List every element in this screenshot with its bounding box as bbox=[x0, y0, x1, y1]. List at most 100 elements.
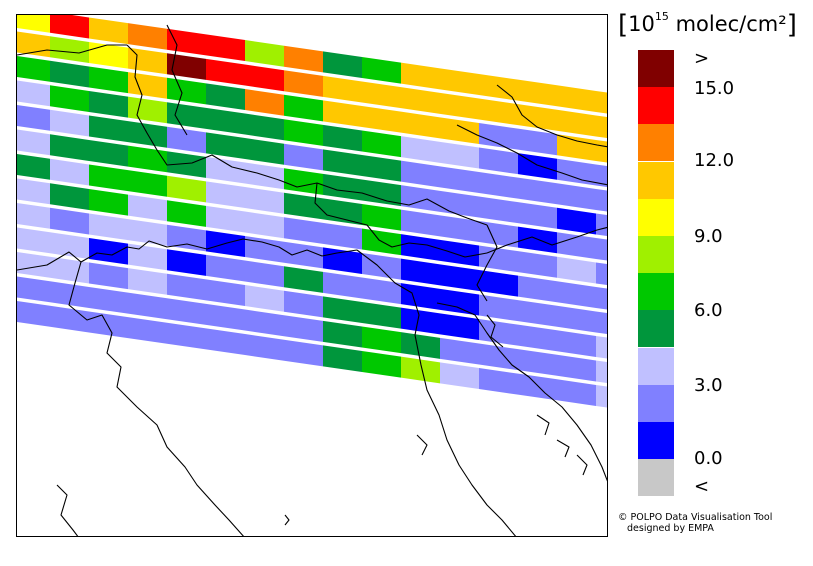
swath-pixel bbox=[206, 303, 245, 331]
swath-pixel bbox=[245, 64, 284, 92]
swath-pixel bbox=[17, 252, 50, 278]
swath-pixel bbox=[323, 222, 362, 250]
swath-pixel bbox=[206, 107, 245, 135]
swath-pixel bbox=[440, 92, 479, 120]
swath-pixel bbox=[518, 373, 557, 401]
swath-pixel bbox=[206, 34, 245, 62]
swath-pixel bbox=[50, 207, 89, 235]
swath-pixel bbox=[440, 166, 479, 193]
swath-pixel bbox=[401, 283, 440, 310]
swath-pixel bbox=[245, 211, 284, 239]
swath-pixel bbox=[440, 141, 479, 169]
swath-pixel bbox=[479, 318, 518, 346]
swath-pixel bbox=[50, 256, 89, 284]
legend-swatch bbox=[638, 236, 674, 273]
swath-pixel bbox=[596, 188, 607, 212]
swath-pixel bbox=[284, 266, 323, 293]
swath-pixel bbox=[362, 277, 401, 305]
swath-pixel bbox=[596, 164, 607, 188]
legend-swatch bbox=[638, 347, 674, 385]
swath-pixel bbox=[167, 28, 206, 56]
legend-tick-label: 6.0 bbox=[694, 300, 723, 321]
swath-pixel bbox=[323, 320, 362, 348]
swath-pixel bbox=[362, 204, 401, 231]
swath-pixel bbox=[167, 298, 206, 325]
swath-pixel bbox=[557, 281, 596, 308]
border-line bbox=[356, 249, 517, 536]
swath-pixel bbox=[167, 102, 206, 129]
swath-pixel bbox=[50, 60, 89, 88]
swath-pixel bbox=[128, 268, 167, 295]
swath-pixel bbox=[206, 83, 245, 111]
swath-pixel bbox=[323, 173, 362, 201]
border-line bbox=[314, 182, 488, 258]
swath-pixel bbox=[440, 68, 479, 95]
swath-pixel bbox=[323, 100, 362, 128]
border-line bbox=[68, 261, 244, 536]
swath-pixel bbox=[89, 286, 128, 314]
swath-pixel bbox=[557, 232, 596, 259]
swath-pixel bbox=[50, 281, 89, 308]
swath-pixel bbox=[323, 296, 362, 324]
swath-pixel bbox=[128, 194, 167, 222]
swath-pixel bbox=[479, 196, 518, 224]
swath-pixel bbox=[167, 273, 206, 301]
swath-pixel bbox=[557, 256, 596, 284]
map-canvas bbox=[17, 15, 607, 536]
swath-pixel bbox=[440, 239, 479, 267]
swath-pixel bbox=[557, 183, 596, 210]
swath-pixel bbox=[50, 109, 89, 137]
swath-pixel bbox=[245, 334, 284, 361]
legend-tick-label: 15.0 bbox=[694, 78, 735, 99]
border-line bbox=[56, 484, 79, 536]
swath-pixel bbox=[89, 139, 128, 167]
border-line bbox=[496, 84, 607, 148]
credit-line-1: © POLPO Data Visualisation Tool bbox=[618, 512, 773, 523]
swath-pixel bbox=[245, 285, 284, 312]
swath-pixel bbox=[518, 324, 557, 352]
swath-pixel bbox=[128, 317, 167, 344]
swath-pixel bbox=[596, 90, 607, 114]
swath-pixel bbox=[323, 198, 362, 226]
legend-tick-label: > bbox=[694, 48, 710, 69]
swath-pixel bbox=[245, 113, 284, 141]
swath-pixel bbox=[167, 175, 206, 203]
credit-text: © POLPO Data Visualisation Tool designed… bbox=[618, 512, 772, 534]
swath-pixel bbox=[479, 147, 518, 175]
legend-tick-label: 12.0 bbox=[694, 150, 735, 171]
swath-pixel bbox=[89, 17, 128, 45]
swath-pixel bbox=[167, 322, 206, 350]
swath-pixel bbox=[323, 149, 362, 177]
swath-pixel bbox=[557, 354, 596, 382]
legend-tick-label: < bbox=[694, 476, 710, 497]
legend-swatch bbox=[638, 50, 674, 87]
border-line bbox=[476, 224, 498, 302]
swath-pixel bbox=[284, 192, 323, 220]
swath-pixel bbox=[518, 202, 557, 229]
swath-pixel bbox=[401, 332, 440, 359]
swath-pixel bbox=[362, 81, 401, 109]
swath-pixel bbox=[323, 51, 362, 79]
swath-pixel bbox=[596, 237, 607, 261]
swath-pixel bbox=[401, 136, 440, 163]
swath-pixel bbox=[362, 106, 401, 133]
swath-pixel bbox=[596, 360, 607, 384]
border-line bbox=[17, 238, 358, 271]
swath-pixel bbox=[440, 313, 479, 340]
swath-pixel bbox=[167, 77, 206, 105]
swath-pixel bbox=[128, 47, 167, 75]
swath-pixel bbox=[128, 72, 167, 99]
swath-pixel bbox=[284, 45, 323, 73]
swath-pixel bbox=[89, 188, 128, 216]
swath-pixel bbox=[206, 132, 245, 160]
swath-pixel bbox=[17, 15, 50, 33]
legend-swatch bbox=[638, 384, 674, 422]
swath-pixel bbox=[167, 53, 206, 80]
swath-pixel bbox=[17, 301, 50, 327]
border-line bbox=[166, 24, 188, 136]
swath-pixel bbox=[206, 254, 245, 282]
swath-pixel bbox=[557, 85, 596, 112]
swath-pixel bbox=[518, 104, 557, 131]
swath-pixel bbox=[323, 247, 362, 275]
map-panel bbox=[16, 14, 608, 537]
